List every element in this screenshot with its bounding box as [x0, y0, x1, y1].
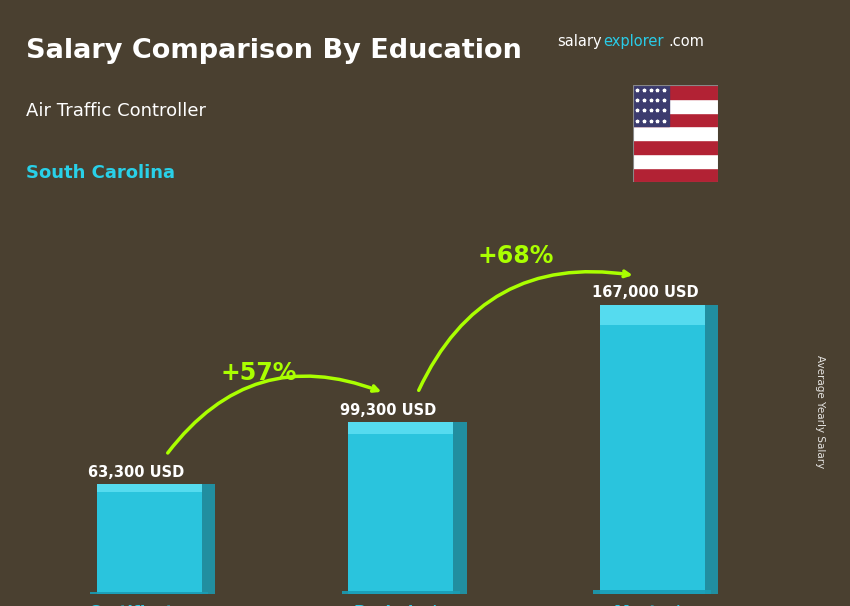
Bar [633, 127, 718, 140]
Text: South Carolina: South Carolina [26, 164, 174, 182]
Bar [633, 154, 718, 168]
Bar [633, 140, 718, 154]
Text: +68%: +68% [478, 244, 554, 268]
Bar [453, 422, 467, 594]
Bar [600, 305, 705, 325]
Text: salary: salary [557, 34, 601, 49]
Bar [90, 592, 208, 594]
Bar [633, 85, 669, 127]
Bar [593, 590, 711, 594]
Text: 63,300 USD: 63,300 USD [88, 465, 184, 480]
Bar [97, 484, 201, 492]
Text: .com: .com [668, 34, 704, 49]
Text: Salary Comparison By Education: Salary Comparison By Education [26, 38, 521, 64]
Bar [705, 305, 718, 594]
Bar [633, 113, 718, 127]
Bar [201, 484, 215, 594]
Bar [97, 484, 201, 594]
Text: explorer: explorer [604, 34, 664, 49]
Bar [633, 99, 718, 113]
Bar [342, 591, 460, 594]
Bar [633, 168, 718, 182]
Text: 167,000 USD: 167,000 USD [592, 285, 698, 301]
Text: Air Traffic Controller: Air Traffic Controller [26, 102, 206, 119]
Text: 99,300 USD: 99,300 USD [340, 402, 436, 418]
Bar [633, 85, 718, 99]
Bar [348, 422, 453, 594]
Bar [348, 422, 453, 434]
Text: +57%: +57% [220, 361, 297, 385]
Text: Average Yearly Salary: Average Yearly Salary [815, 356, 825, 468]
Bar [600, 305, 705, 594]
